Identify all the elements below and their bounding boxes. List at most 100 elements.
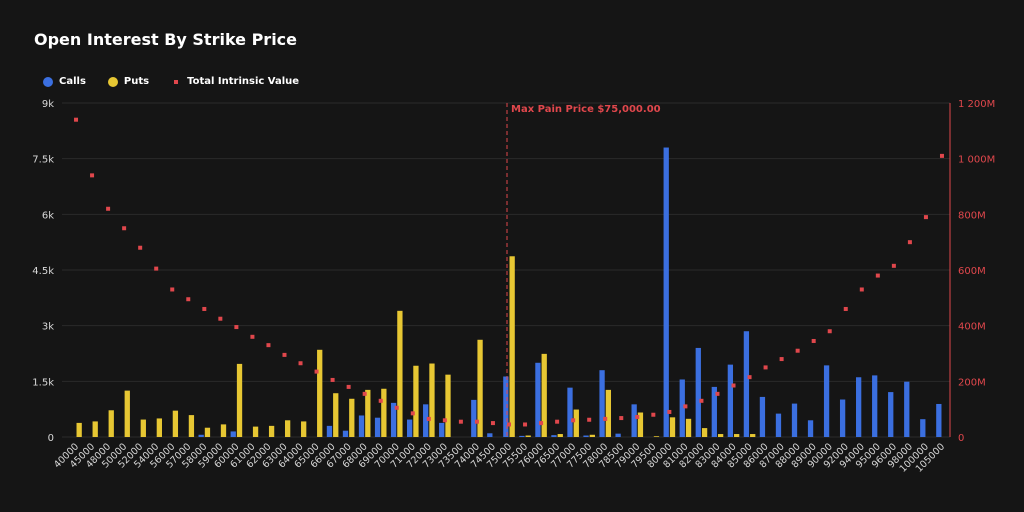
bar-calls [342, 430, 349, 437]
bar-puts [701, 428, 708, 437]
y-left-tick-label: 0 [48, 433, 54, 444]
bar-puts [124, 390, 130, 437]
point-intrinsic-value [635, 414, 640, 419]
y-left-tick-label: 4.5k [32, 266, 54, 277]
bar-calls [503, 376, 509, 437]
y-left-tick-label: 3k [42, 322, 54, 333]
point-intrinsic-value [282, 352, 287, 357]
max-pain-label: Max Pain Price $75,000.00 [511, 104, 661, 115]
bar-puts [140, 419, 146, 437]
bar-puts [541, 353, 547, 437]
point-intrinsic-value [378, 398, 383, 403]
bar-calls [198, 434, 204, 437]
legend-item-intrinsic-value[interactable]: Total Intrinsic Value [171, 76, 299, 87]
bar-calls [358, 415, 365, 437]
bar-calls [743, 331, 750, 437]
bar-puts [92, 421, 98, 437]
bar-calls [759, 396, 766, 437]
calls-legend-swatch [43, 76, 53, 87]
point-intrinsic-value [763, 365, 768, 370]
point-intrinsic-value [362, 391, 367, 396]
bar-calls [423, 404, 429, 437]
bar-calls [390, 402, 397, 437]
bar-calls [439, 422, 445, 437]
point-intrinsic-value [539, 421, 544, 426]
bar-puts [717, 434, 724, 437]
bar-calls [230, 431, 236, 437]
y-right-tick-label: 0 [958, 433, 964, 444]
point-intrinsic-value [939, 153, 944, 158]
point-intrinsic-value [747, 375, 752, 380]
bar-calls [471, 399, 477, 437]
y-right-tick-label: 800M [958, 210, 986, 221]
point-intrinsic-value [218, 316, 223, 321]
y-right-tick-label: 1 200M [958, 99, 995, 110]
point-intrinsic-value [266, 343, 271, 348]
bar-calls [583, 435, 589, 437]
legend-item-calls[interactable]: Calls [43, 76, 86, 87]
bar-calls [807, 420, 814, 437]
point-intrinsic-value [250, 334, 255, 339]
bar-puts [605, 389, 612, 437]
point-intrinsic-value [106, 206, 111, 211]
bar-calls [551, 435, 557, 437]
bar-puts [365, 389, 371, 437]
bar-calls [599, 370, 605, 437]
point-intrinsic-value [923, 215, 928, 220]
point-intrinsic-value [138, 245, 143, 250]
bar-puts [301, 421, 307, 437]
intrinsic-legend-swatch [174, 79, 179, 84]
y-left-tick-label: 7.5k [32, 155, 54, 166]
bar-puts [637, 412, 644, 437]
legend-item-puts[interactable]: Puts [107, 76, 150, 87]
bar-calls [374, 417, 381, 437]
point-intrinsic-value [314, 369, 319, 374]
bar-puts [589, 434, 595, 437]
point-intrinsic-value [811, 338, 816, 343]
bar-calls [920, 419, 926, 437]
bar-calls [663, 147, 669, 438]
point-intrinsic-value [426, 416, 431, 421]
point-intrinsic-value [90, 173, 95, 178]
legend-label-calls: Calls [59, 76, 86, 87]
y-left-tick-label: 6k [42, 210, 54, 221]
point-intrinsic-value [619, 416, 624, 421]
bar-puts [429, 363, 435, 437]
bar-calls [567, 387, 573, 437]
point-intrinsic-value [779, 357, 784, 362]
bar-puts [204, 427, 211, 437]
chart-title: Open Interest By Strike Price [34, 30, 298, 49]
point-intrinsic-value [683, 404, 688, 409]
bar-puts [108, 410, 114, 437]
bar-calls [487, 433, 493, 437]
bar-puts [477, 339, 483, 437]
bar-puts [268, 425, 275, 437]
legend: Calls Puts Total Intrinsic Value [43, 76, 321, 87]
point-intrinsic-value [523, 422, 528, 427]
bar-puts [284, 420, 291, 437]
bar-calls [904, 381, 910, 437]
bar-puts [669, 417, 676, 437]
bar-calls [695, 347, 701, 437]
legend-label-intrinsic: Total Intrinsic Value [187, 76, 300, 87]
legend-label-puts: Puts [123, 76, 150, 87]
point-intrinsic-value [346, 384, 351, 389]
point-intrinsic-value [170, 287, 175, 292]
bar-puts [220, 424, 227, 437]
point-intrinsic-value [603, 416, 608, 421]
point-intrinsic-value [458, 419, 463, 424]
point-intrinsic-value [731, 383, 736, 388]
point-intrinsic-value [474, 419, 479, 424]
point-intrinsic-value [651, 412, 656, 417]
point-intrinsic-value [667, 409, 672, 414]
y-left-tick-label: 9k [42, 99, 54, 110]
bar-puts [685, 418, 692, 437]
bar-puts [653, 436, 660, 437]
point-intrinsic-value [891, 263, 896, 268]
bar-puts [76, 422, 82, 437]
point-intrinsic-value [122, 226, 127, 231]
bar-puts [525, 435, 531, 437]
bar-puts [381, 388, 387, 437]
bar-puts [750, 434, 756, 437]
puts-legend-swatch [107, 76, 118, 87]
